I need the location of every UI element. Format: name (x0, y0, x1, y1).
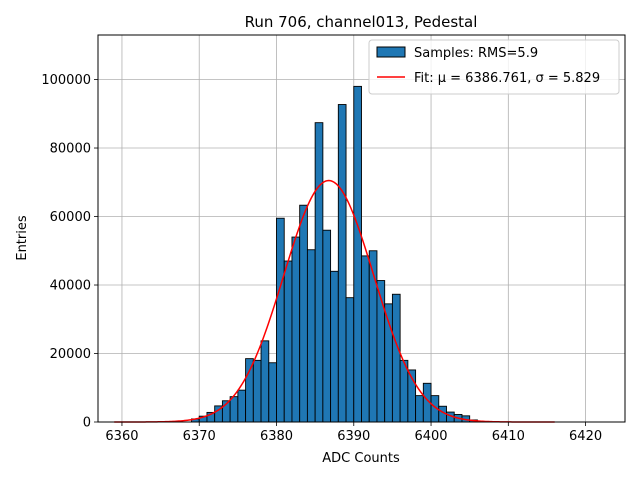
legend: Samples: RMS=5.9 Fit: μ = 6386.761, σ = … (368, 39, 620, 95)
legend-histogram-swatch (376, 46, 406, 58)
histogram-bar (276, 217, 285, 423)
histogram-bar (252, 359, 262, 423)
x-tick-label: 6360 (105, 429, 138, 444)
plot-frame (97, 34, 626, 423)
y-axis-label: Entries (15, 215, 30, 261)
histogram-bar (245, 358, 254, 423)
histogram-bar (391, 293, 401, 423)
y-axis-ticks: 0 20000 40000 60000 80000 100000 (41, 73, 98, 431)
x-tick-label: 6370 (183, 429, 216, 444)
x-tick-label: 6410 (492, 429, 525, 444)
legend-fit-label: Fit: μ = 6386.761, σ = 5.829 (414, 71, 600, 86)
histogram-bar (229, 396, 239, 423)
histogram-bar (353, 85, 362, 423)
histogram-bar (306, 249, 316, 423)
x-tick-label: 6380 (260, 429, 293, 444)
histogram-bar (345, 297, 355, 423)
histogram-bar (299, 204, 308, 423)
histogram-bar (330, 270, 339, 423)
x-axis-ticks: 6360 6370 6380 6390 6400 6410 6420 (105, 422, 602, 444)
histogram-bar (415, 395, 424, 423)
x-axis-label: ADC Counts (322, 451, 400, 466)
histogram-bar (368, 250, 378, 423)
gaussian-fit (114, 179, 555, 423)
histogram-bar (322, 229, 332, 423)
y-tick-label: 0 (83, 416, 91, 431)
histogram-bar (237, 389, 247, 423)
histogram-bar (268, 362, 277, 423)
histogram-bar (314, 122, 324, 423)
histogram-bars (191, 85, 478, 423)
x-tick-label: 6390 (337, 429, 370, 444)
y-tick-label: 60000 (50, 210, 91, 225)
x-tick-label: 6400 (414, 429, 447, 444)
y-tick-label: 40000 (50, 279, 91, 294)
histogram-bar (260, 340, 270, 423)
histogram-bar (376, 280, 386, 423)
histogram-bar (361, 255, 370, 423)
histogram-bar (337, 104, 347, 423)
chart-title: Run 706, channel013, Pedestal (245, 13, 478, 31)
y-tick-label: 20000 (50, 347, 91, 362)
legend-histogram-label: Samples: RMS=5.9 (414, 46, 538, 61)
y-tick-label: 100000 (41, 73, 91, 88)
histogram-bar (291, 236, 301, 423)
legend-box (368, 39, 620, 95)
fit-curve (114, 179, 555, 423)
y-tick-label: 80000 (50, 142, 91, 157)
histogram-bar (283, 260, 293, 423)
x-tick-label: 6420 (569, 429, 602, 444)
